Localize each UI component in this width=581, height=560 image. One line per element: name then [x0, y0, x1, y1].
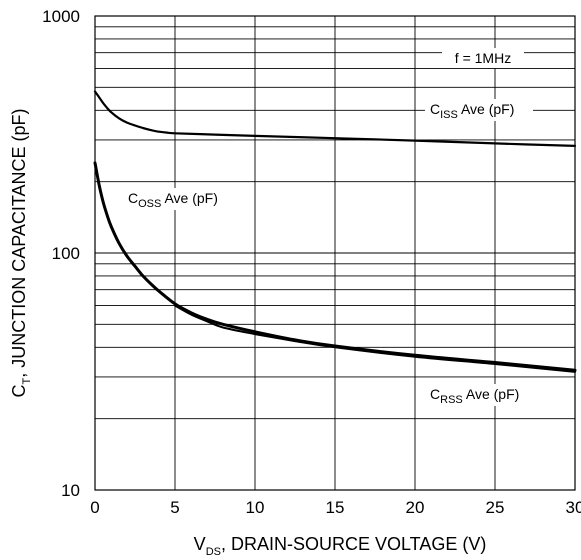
freq-annotation-bg — [442, 48, 524, 68]
ciss-curve — [93, 90, 577, 147]
freq-annotation: f = 1MHz — [455, 50, 511, 66]
x-tick-label: 15 — [326, 498, 345, 517]
x-tick-label: 25 — [486, 498, 505, 517]
coss-label: COSS Ave (pF) — [128, 190, 218, 210]
tick-labels: 0 5 10 15 20 25 30 10 100 1000 — [42, 7, 581, 517]
curves — [93, 90, 577, 373]
crss-label-bg — [425, 384, 537, 406]
x-tick-label: 10 — [246, 498, 265, 517]
y-axis-label: CT, JUNCTION CAPACITANCE (pF) — [9, 108, 33, 397]
x-tick-label: 0 — [90, 498, 99, 517]
grid-lines — [94, 15, 576, 491]
plot-frame — [94, 15, 576, 491]
x-tick-label: 20 — [406, 498, 425, 517]
y-tick-label: 100 — [52, 244, 80, 263]
x-tick-label: 5 — [170, 498, 179, 517]
coss-curve — [93, 161, 577, 372]
crss-curve — [174, 304, 576, 373]
y-tick-label: 10 — [61, 481, 80, 500]
crss-label: CRSS Ave (pF) — [430, 386, 519, 406]
x-axis-label: VDS, DRAIN-SOURCE VOLTAGE (V) — [194, 534, 487, 558]
y-tick-label: 1000 — [42, 7, 80, 26]
series-labels: CISS Ave (pF) COSS Ave (pF) CRSS Ave (pF) f… — [123, 48, 537, 406]
ciss-label-bg — [425, 99, 533, 121]
x-tick-label: 30 — [566, 498, 581, 517]
ciss-label: CISS Ave (pF) — [430, 101, 514, 121]
coss-label-bg — [123, 188, 241, 210]
